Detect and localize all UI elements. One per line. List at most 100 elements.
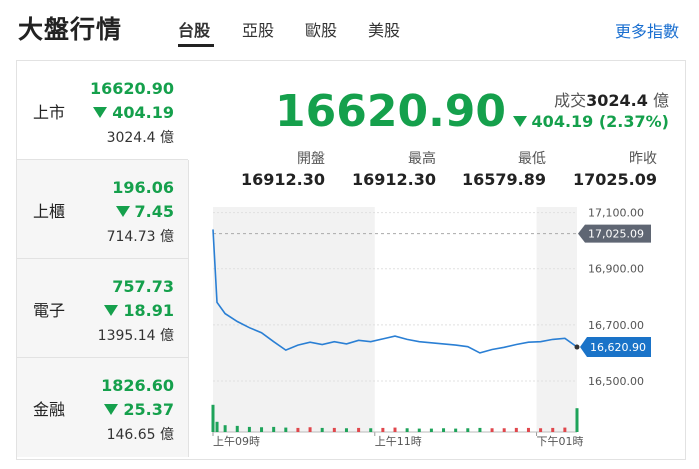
market-name: 電子 xyxy=(33,301,66,320)
market-price: 757.73 xyxy=(112,277,174,296)
volume-bar xyxy=(563,427,567,432)
volume-bar xyxy=(223,425,227,432)
volume-bar xyxy=(466,428,470,432)
tab[interactable]: 歐股 xyxy=(305,21,338,40)
market-change: 18.91 xyxy=(104,301,174,320)
volume-bar xyxy=(417,428,421,432)
x-tick-label: 上午11時 xyxy=(375,435,422,448)
volume-bar xyxy=(454,428,458,432)
turnover-label: 成交 xyxy=(554,91,587,110)
volume-bar xyxy=(369,428,373,432)
volume-bar xyxy=(393,427,397,432)
stat: 最低 16579.89 xyxy=(446,148,546,189)
market-change: 404.19 xyxy=(93,103,174,122)
volume-bar xyxy=(502,428,506,432)
reference-tag xyxy=(578,224,651,243)
stat-value: 16912.30 xyxy=(240,170,325,189)
change-value: 7.45 xyxy=(134,202,174,221)
market-price: 1826.60 xyxy=(101,376,174,395)
volume-bar xyxy=(478,427,482,432)
volume-bar xyxy=(575,408,579,432)
volume-bar xyxy=(320,427,324,432)
stat: 昨收 17025.09 xyxy=(557,148,657,189)
volume-bar xyxy=(296,427,300,432)
market-name: 上櫃 xyxy=(33,202,66,221)
market-change: 7.45 xyxy=(115,202,174,221)
change-value: 25.37 xyxy=(123,400,174,419)
index-price: 16620.90 xyxy=(275,86,507,137)
volume-bar xyxy=(260,427,264,432)
stat-label: 昨收 xyxy=(629,151,657,167)
page-title: 大盤行情 xyxy=(18,15,123,44)
market-volume: 714.73 億 xyxy=(106,229,174,245)
market-volume: 3024.4 億 xyxy=(106,130,174,146)
change-value: 404.19 (2.37%) xyxy=(531,112,669,131)
tab[interactable]: 亞股 xyxy=(242,21,275,40)
volume-bar xyxy=(247,426,251,432)
session-band xyxy=(213,207,375,432)
market-name: 上市 xyxy=(33,103,66,122)
volume-bar xyxy=(357,427,361,432)
stat: 最高 16912.30 xyxy=(336,148,436,189)
volume-bar xyxy=(490,428,494,432)
volume-bar xyxy=(526,427,530,432)
stat-label: 最高 xyxy=(408,151,436,167)
session-band xyxy=(536,207,577,432)
volume-bar xyxy=(551,427,555,432)
stat-label: 開盤 xyxy=(297,151,325,167)
stat-value: 16579.89 xyxy=(461,170,546,189)
volume-bar xyxy=(332,427,336,432)
volume-bar xyxy=(284,427,288,432)
market-change: 25.37 xyxy=(104,400,174,419)
index-change: 404.19 (2.37%) xyxy=(512,112,669,131)
market-card[interactable]: 上櫃 196.06 7.45 714.73 億 xyxy=(17,160,189,259)
panel xyxy=(16,60,686,460)
volume-bar xyxy=(405,428,409,432)
volume-bar xyxy=(215,421,219,432)
last-point xyxy=(574,344,580,350)
market-volume: 1395.14 億 xyxy=(97,328,174,344)
last-tag xyxy=(580,337,651,358)
volume-bar xyxy=(514,427,518,432)
market-name: 金融 xyxy=(33,400,66,419)
volume-bar xyxy=(272,426,276,432)
change-value: 404.19 xyxy=(112,103,174,122)
volume-bar xyxy=(429,428,433,432)
more-link[interactable]: 更多指數 xyxy=(614,22,679,41)
stat-value: 17025.09 xyxy=(572,170,657,189)
volume-bar xyxy=(235,425,239,432)
market-price: 16620.90 xyxy=(89,79,174,98)
stat-label: 最低 xyxy=(518,151,546,167)
volume-bar xyxy=(539,428,543,432)
market-card[interactable]: 電子 757.73 18.91 1395.14 億 xyxy=(17,259,189,358)
tab[interactable]: 台股 xyxy=(178,21,211,40)
y-tick-label: 16,700.00 xyxy=(588,319,644,332)
volume-bar xyxy=(442,428,446,432)
volume-bar xyxy=(308,427,312,432)
market-volume: 146.65 億 xyxy=(106,427,174,443)
x-tick-label: 下午01時 xyxy=(537,435,584,448)
volume-bar xyxy=(211,404,215,432)
stat-value: 16912.30 xyxy=(351,170,436,189)
price-line xyxy=(212,229,578,354)
turnover-value: 3024.4 xyxy=(586,91,648,110)
reference-label: 17,025.09 xyxy=(588,228,644,241)
last-label: 16,620.90 xyxy=(590,341,646,354)
turnover-unit: 億 xyxy=(652,91,669,110)
y-tick-label: 16,900.00 xyxy=(588,263,644,276)
market-card[interactable]: 上市 16620.90 404.19 3024.4 億 xyxy=(17,61,188,160)
volume-bar xyxy=(381,427,385,432)
tab-indicator xyxy=(178,44,214,47)
stat: 開盤 16912.30 xyxy=(225,148,325,189)
y-tick-label: 16,500.00 xyxy=(588,375,644,388)
market-price: 196.06 xyxy=(112,178,174,197)
change-value: 18.91 xyxy=(123,301,174,320)
volume-bar xyxy=(344,428,348,432)
turnover: 成交3024.4 億 xyxy=(554,87,669,111)
y-tick-label: 17,100.00 xyxy=(588,207,644,220)
market-card[interactable]: 金融 1826.60 25.37 146.65 億 xyxy=(17,358,189,457)
x-tick-label: 上午09時 xyxy=(213,435,260,448)
tab[interactable]: 美股 xyxy=(368,21,401,40)
